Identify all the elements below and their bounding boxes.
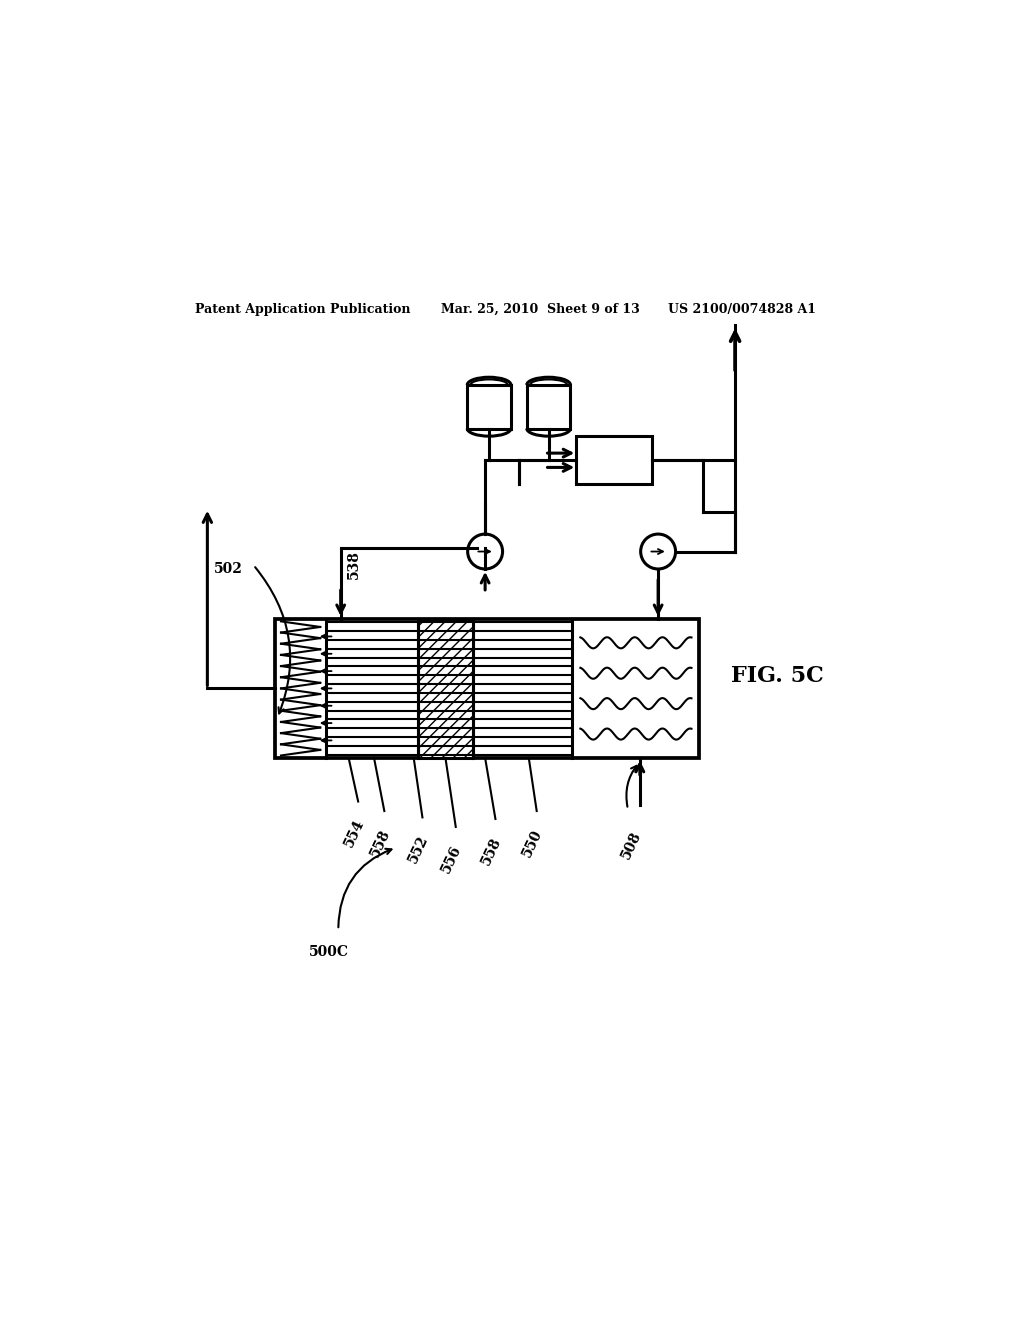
- Text: 550: 550: [520, 826, 545, 859]
- Text: Mar. 25, 2010  Sheet 9 of 13: Mar. 25, 2010 Sheet 9 of 13: [441, 304, 640, 315]
- Text: 502: 502: [214, 562, 243, 576]
- Text: US 2100/0074828 A1: US 2100/0074828 A1: [668, 304, 816, 315]
- Polygon shape: [418, 619, 473, 758]
- Text: 558: 558: [479, 834, 504, 867]
- Text: 538: 538: [347, 550, 361, 579]
- Text: FIG. 5C: FIG. 5C: [731, 665, 824, 688]
- Text: 554: 554: [342, 817, 367, 850]
- Text: 556: 556: [439, 842, 464, 875]
- Text: 552: 552: [406, 833, 431, 866]
- Text: 500C: 500C: [309, 945, 349, 960]
- Text: 558: 558: [368, 826, 393, 859]
- Text: 508: 508: [618, 829, 643, 862]
- Text: Patent Application Publication: Patent Application Publication: [196, 304, 411, 315]
